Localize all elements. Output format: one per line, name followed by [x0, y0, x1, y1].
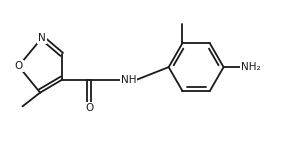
Text: NH₂: NH₂ — [241, 62, 261, 72]
Text: NH: NH — [121, 75, 136, 85]
Text: O: O — [14, 61, 23, 71]
Text: O: O — [85, 103, 93, 113]
Text: N: N — [38, 33, 46, 43]
